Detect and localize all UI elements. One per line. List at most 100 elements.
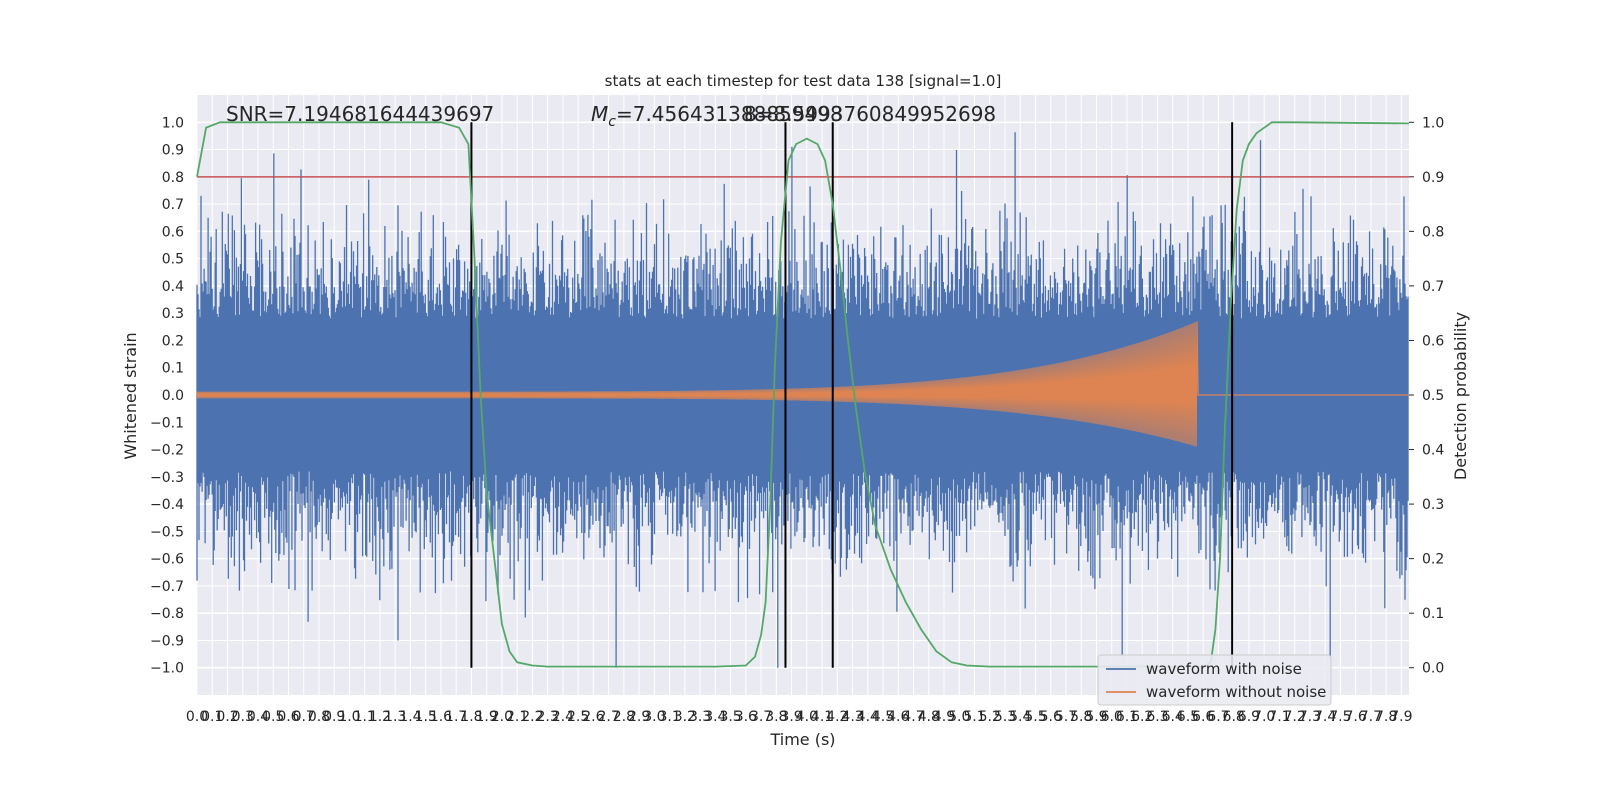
legend-box [1097,654,1332,706]
x-tick-label: 1.3 [384,709,406,725]
x-tick-label: 2.6 [582,709,604,725]
x-tick-label: 7.1 [1268,709,1290,725]
x-tick-label: 2.8 [613,709,635,725]
x-tick-label: 2.7 [597,709,619,725]
x-tick-label: 6.8 [1223,709,1245,725]
x-tick-label: 4.1 [811,709,833,725]
x-tick-label: 1.0 [338,709,360,725]
x-tick-label: 5.4 [1009,709,1031,725]
y-axis-right-label: Detection probability [1451,312,1470,480]
x-tick-label: 0.1 [201,709,223,725]
x-tick-label: 3.3 [689,709,711,725]
x-tick-label: 2.0 [491,709,513,725]
y-tick-label: 0.0 [162,388,184,404]
x-tick-label: 6.7 [1207,709,1229,725]
x-tick-label: 1.7 [445,709,467,725]
y-tick-label: 0.7 [162,197,184,213]
x-tick-label: 0.0 [186,709,208,725]
y-tick-label: −0.6 [150,552,184,568]
y-tick-labels: 1.0 0.9 0.8 0.7 0.6 0.5 0.4 0.3 0.2 0.1 0.0 −0.1 −0.… [150,115,184,676]
y-tick-label: −0.1 [150,415,184,431]
x-tick-label: 6.1 [1116,709,1138,725]
y-tick-label: −0.2 [150,443,184,459]
x-tick-label: 3.0 [643,709,665,725]
x-tick-label: 7.8 [1375,709,1397,725]
x-tick-label: 3.1 [658,709,680,725]
x-tick-label: 0.4 [247,709,269,725]
y-tick-label: −0.4 [150,497,184,513]
x-tick-label: 1.4 [399,709,421,725]
right-tick-labels: 1.0 0.9 0.8 0.7 0.6 0.5 0.4 0.3 0.2 0.1 0.0 [1409,115,1444,677]
right-tick-label: 1.0 [1422,115,1444,131]
x-tick-label: 7.5 [1329,709,1351,725]
x-tick-label: 6.6 [1192,709,1214,725]
x-tick-label: 1.9 [476,709,498,725]
y-tick-label: 1.0 [162,115,184,131]
x-tick-label: 4.3 [841,709,863,725]
x-tick-label: 2.9 [628,709,650,725]
y-tick-label: 0.6 [162,224,184,240]
x-tick-label: 7.0 [1253,709,1275,725]
x-tick-label: 7.9 [1390,709,1412,725]
mc-value: =7.456431388859498 [616,102,843,126]
x-tick-label: 5.5 [1024,709,1046,725]
legend: waveform with noise waveform without noi… [1097,654,1332,706]
x-tick-label: 1.1 [354,709,376,725]
x-tick-label: 7.2 [1284,709,1306,725]
x-tick-label: 1.6 [430,709,452,725]
x-tick-label: 4.4 [857,709,879,725]
detection-probability-line [196,121,1410,668]
y-tick-label: −0.9 [150,633,184,649]
right-tick-label: 0.8 [1422,224,1444,240]
x-tick-label: 4.6 [887,709,909,725]
x-tick-label: 4.7 [902,709,924,725]
x-tick-label: 6.3 [1146,709,1168,725]
x-tick-label: 0.3 [232,709,254,725]
x-tick-label: 0.2 [216,709,238,725]
x-tick-label: 3.2 [674,709,696,725]
x-tick-label: 1.8 [460,709,482,725]
x-tick-label: 0.9 [323,709,345,725]
right-tick-label: 0.9 [1422,170,1444,186]
y-tick-label: 0.5 [162,252,184,268]
right-tick-label: 0.6 [1422,333,1444,349]
y-tick-label: 0.1 [162,361,184,377]
x-tick-label: 5.2 [979,709,1001,725]
x-tick-label: 2.3 [537,709,559,725]
right-tick-label: 0.2 [1422,552,1444,568]
right-tick-label: 0.1 [1422,606,1444,622]
x-tick-label: 0.8 [308,709,330,725]
x-tick-label: 5.8 [1070,709,1092,725]
x-tick-label: 7.4 [1314,709,1336,725]
x-tick-label: 2.4 [552,709,574,725]
x-tick-label: 6.2 [1131,709,1153,725]
clean-waveform-line [196,321,1409,447]
x-tick-label: 4.8 [918,709,940,725]
right-tick-label: 0.0 [1422,661,1444,677]
x-tick-label: 5.0 [948,709,970,725]
snr-annotation: SNR=7.194681644439697 [226,102,494,126]
x-tick-label: 2.1 [506,709,528,725]
x-tick-labels: 0.00.10.20.30.40.50.60.70.80.91.01.11.21… [186,709,1413,725]
x-tick-label: 0.5 [262,709,284,725]
right-tick-label: 0.5 [1422,388,1444,404]
x-tick-label: 7.6 [1345,709,1367,725]
x-tick-label: 7.3 [1299,709,1321,725]
x-tick-label: 4.2 [826,709,848,725]
x-tick-label: 3.4 [704,709,726,725]
x-tick-label: 3.7 [750,709,772,725]
x-tick-label: 5.3 [994,709,1016,725]
chart-title: stats at each timestep for test data 138… [605,72,1002,90]
x-tick-label: 7.7 [1360,709,1382,725]
x-tick-label: 1.5 [415,709,437,725]
x-tick-label: 5.7 [1055,709,1077,725]
y-tick-label: 0.9 [162,143,184,159]
x-tick-label: 5.9 [1085,709,1107,725]
right-tick-label: 0.7 [1422,279,1444,295]
x-tick-label: 2.2 [521,709,543,725]
x-tick-label: 1.2 [369,709,391,725]
legend-label-clean: waveform without noise [1146,683,1326,701]
x-tick-label: 3.5 [719,709,741,725]
mc-symbol: M [591,102,608,126]
